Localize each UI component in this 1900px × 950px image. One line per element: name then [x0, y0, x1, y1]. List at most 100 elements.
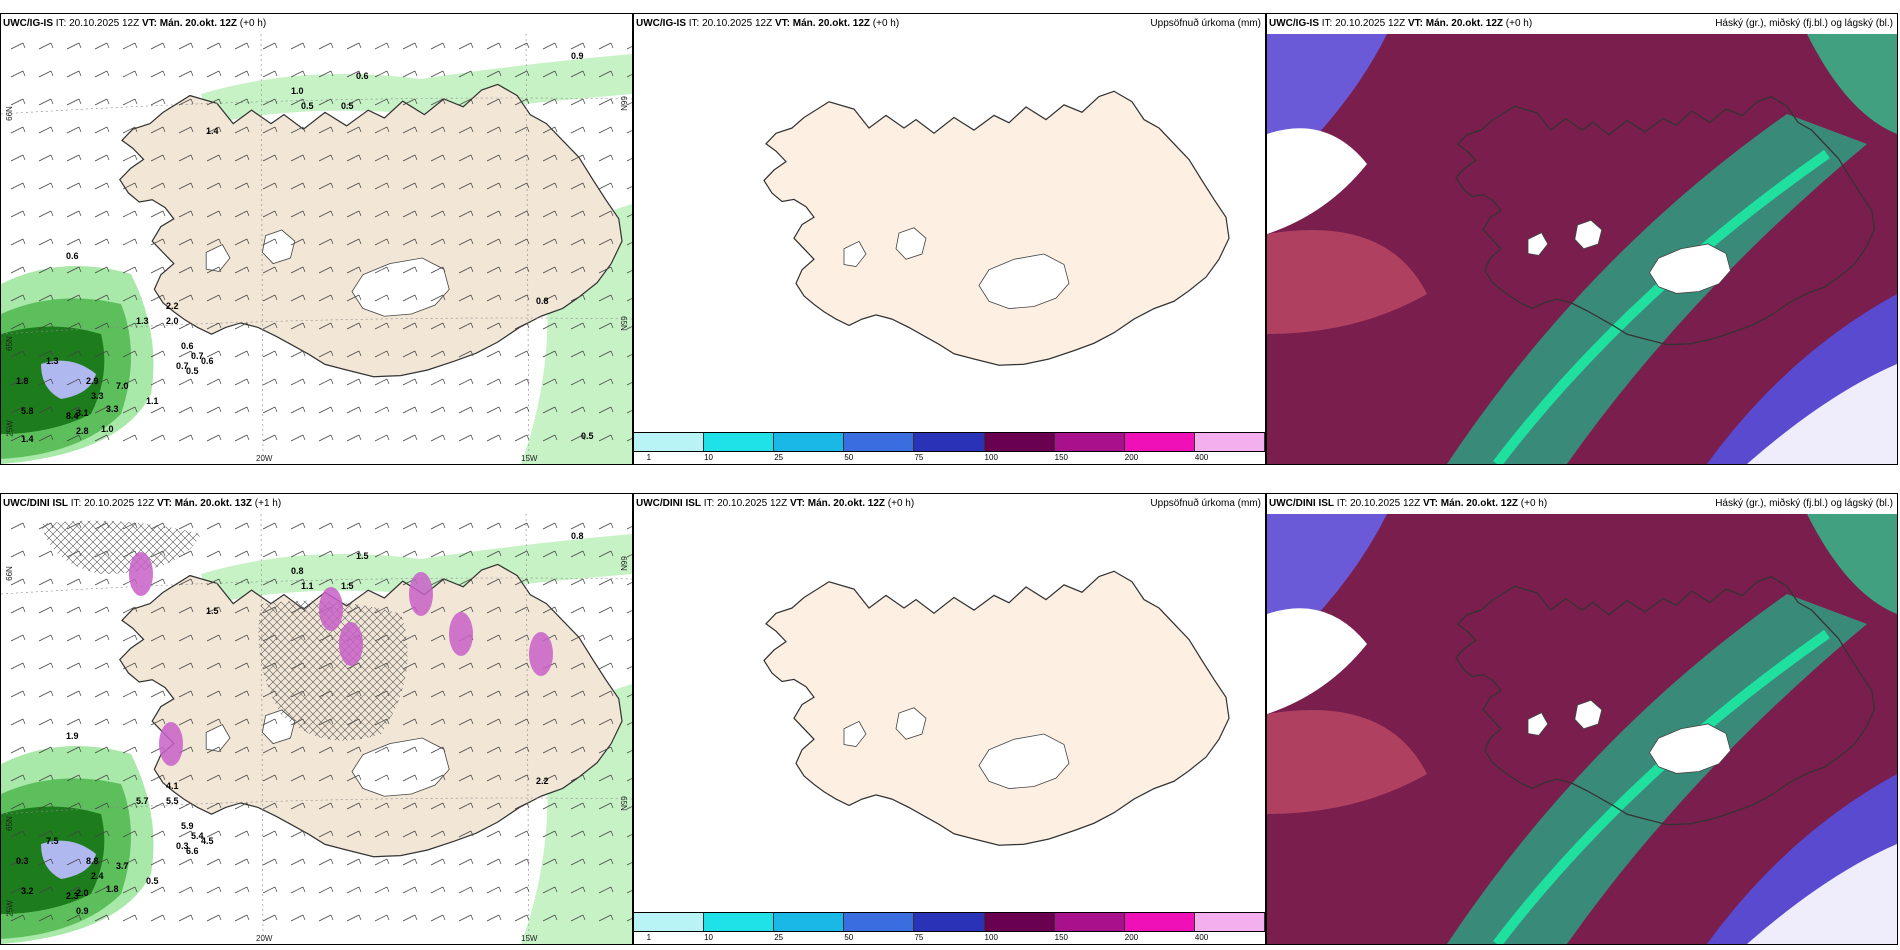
snow-precip-patch: [409, 572, 433, 616]
lat-label-66n-right: 66N: [619, 96, 629, 111]
legend-swatch: [844, 913, 915, 931]
model-name: UWC/DINI ISL: [1269, 498, 1334, 509]
map-area: [1267, 514, 1897, 944]
panel-title: Uppsöfnuð úrkoma (mm): [1150, 18, 1261, 29]
vatnajokull-glacier: [978, 733, 1070, 790]
hofsjokull-glacier: [895, 707, 927, 740]
precip-value-label: 1.3: [46, 356, 59, 366]
init-time: IT: 20.10.2025 12Z: [1321, 18, 1406, 29]
hofsjokull-glacier: [1574, 699, 1603, 730]
precip-value-label: 2.9: [86, 376, 99, 386]
lat-label-65n: 65N: [4, 816, 14, 831]
precip-value-label: 1.4: [206, 126, 219, 136]
legend-label: 75: [914, 933, 924, 942]
precip-value-label: 0.8: [536, 296, 549, 306]
init-time: IT: 20.10.2025 12Z: [1336, 498, 1421, 509]
legend-label: 100: [984, 933, 998, 942]
wind-barbs: [10, 522, 632, 922]
precip-legend: [634, 432, 1265, 452]
legend-label: 200: [1124, 453, 1139, 462]
precip-value-label: 3.7: [116, 861, 129, 871]
precip-value-label: 2.2: [536, 776, 549, 786]
precip-value-label: 2.4: [91, 871, 104, 881]
iceland-landmass: [763, 90, 1230, 366]
hofsjokull-glacier: [895, 227, 927, 260]
legend-swatch: [774, 913, 845, 931]
precip-value-label: 2.0: [76, 888, 89, 898]
precip-value-label: 0.8: [571, 531, 584, 541]
hatched-area: [258, 600, 408, 741]
legend-swatch: [634, 913, 705, 931]
snow-precip-patch: [159, 722, 183, 766]
model-name: UWC/IG-IS: [1269, 18, 1319, 29]
legend-label: 100: [984, 453, 998, 462]
precip-value-label: 1.1: [146, 396, 159, 406]
precip-value-label: 3.1: [76, 408, 89, 418]
lon-label-20w: 20W: [256, 934, 273, 943]
forecast-step: (+0 h): [239, 18, 267, 29]
legend-swatch: [774, 433, 845, 451]
legend-label: 1: [646, 933, 652, 942]
precip-value-label: 5.9: [181, 821, 194, 831]
langjokull-glacier: [843, 240, 867, 268]
precip-value-label: 1.1: [301, 581, 314, 591]
forecast-step: (+1 h): [254, 498, 282, 509]
model-name: UWC/DINI ISL: [636, 498, 701, 509]
panel-clouds-dini: UWC/DINI ISL IT: 20.10.2025 12Z VT: Mán.…: [1266, 493, 1898, 945]
legend-label: 50: [844, 933, 854, 942]
legend-swatch: [984, 433, 1055, 451]
wind-barbs: [10, 42, 632, 442]
panel-header: UWC/DINI ISL IT: 20.10.2025 12Z VT: Mán.…: [1267, 494, 1897, 514]
precip-value-label: 2.0: [166, 316, 179, 326]
panel-title: Uppsöfnuð úrkoma (mm): [1150, 498, 1261, 509]
snow-precip-patch: [129, 552, 153, 596]
lon-label-25w: 25W: [5, 900, 15, 917]
legend-label: 150: [1054, 933, 1069, 942]
legend-label: 150: [1054, 453, 1069, 462]
precip-value-label: 1.0: [101, 424, 114, 434]
snow-precip-patch: [449, 612, 473, 656]
precip-value-label: 0.7: [176, 361, 189, 371]
panel-title: Háský (gr.), miðský (fj.bl.) og lágský (…: [1715, 498, 1893, 509]
precip-value-label: 1.5: [206, 606, 219, 616]
langjokull-glacier: [843, 720, 867, 748]
precip-value-label: 8.4: [66, 411, 79, 421]
legend-swatch: [1194, 913, 1265, 931]
forecast-step: (+0 h): [1505, 18, 1533, 29]
vatnajokull-glacier: [1649, 723, 1731, 774]
iceland-landmass: [1455, 96, 1876, 346]
snow-precip-patch: [319, 587, 343, 631]
lon-label-25w: 25W: [5, 420, 15, 437]
precip-value-label: 0.3: [16, 856, 29, 866]
valid-time: VT: Mán. 20.okt. 12Z: [141, 18, 237, 29]
precip-value-label: 0.3: [176, 841, 189, 851]
map-area: [634, 514, 1265, 914]
legend-swatch: [1124, 433, 1195, 451]
precip-value-label: 0.6: [201, 356, 214, 366]
legend-label: 400: [1194, 933, 1209, 942]
accumulated-precip-map: [763, 570, 1230, 846]
legend-label: 25: [774, 453, 784, 462]
wind-precip-map: 0.90.61.00.5 0.51.40.60.82.21.3 2.00.60.70…: [1, 34, 632, 464]
hofsjokull-glacier: [261, 229, 296, 265]
vatnajokull-glacier: [1649, 243, 1731, 294]
cloud-cover-map: [1267, 514, 1897, 944]
precip-value-label: 0.6: [66, 251, 79, 261]
cloud-cover-map: [1267, 34, 1897, 464]
legend-swatch: [914, 913, 985, 931]
precip-value-label: 0.5: [186, 366, 199, 376]
precip-value-label: 1.5: [341, 581, 354, 591]
precip-value-label: 0.5: [341, 101, 354, 111]
legend-label: 10: [704, 453, 714, 462]
model-name: UWC/IG-IS: [636, 18, 686, 29]
legend-label: 10: [704, 933, 714, 942]
langjokull-glacier: [1527, 712, 1549, 736]
legend-label: 200: [1124, 933, 1139, 942]
panel-wind-precip-igis: UWC/IG-IS IT: 20.10.2025 12Z VT: Mán. 20…: [0, 13, 633, 465]
map-area: 0.8 1.5 0.8 1.1 1.5 1.5 1.9 2.2 4.1 5.7 5.5 5.9 5.4 4…: [1, 514, 632, 944]
forecast-step: (+0 h): [1520, 498, 1548, 509]
lat-label-66n: 66N: [4, 106, 14, 121]
forecast-step: (+0 h): [872, 18, 900, 29]
precip-value-label: 1.9: [66, 731, 79, 741]
legend-swatch: [914, 433, 985, 451]
